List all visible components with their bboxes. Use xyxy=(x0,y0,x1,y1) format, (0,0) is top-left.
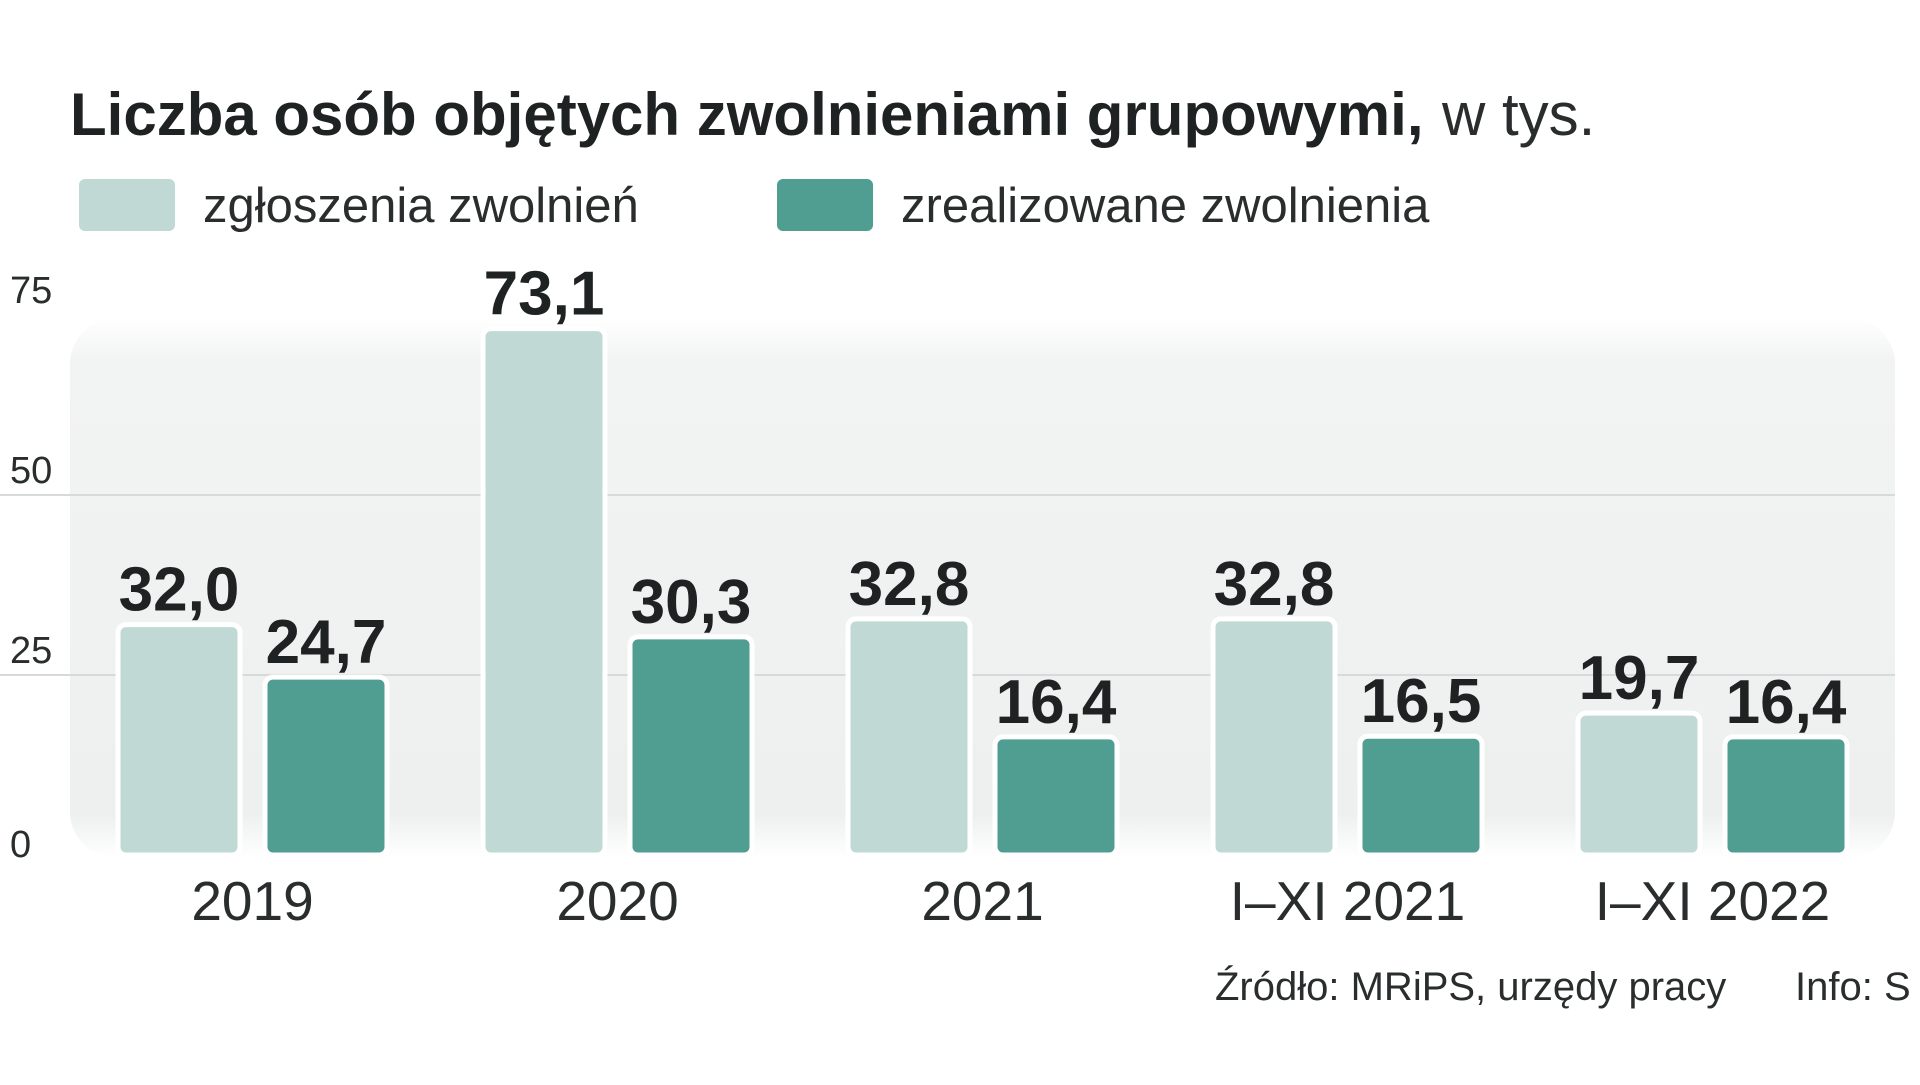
category-label-2: 2021 xyxy=(921,870,1043,932)
y-axis-ticks: 0 25 50 75 xyxy=(10,270,52,866)
y-tick-label: 75 xyxy=(10,270,52,312)
value-label-zrealizowane-0: 24,7 xyxy=(266,608,387,677)
legend: zgłoszenia zwolnień zrealizowane zwolnie… xyxy=(75,175,1430,235)
bar-zgloszenia-4 xyxy=(1575,710,1703,858)
source-note: Źródło: MRiPS, urzędy pracy xyxy=(1215,964,1726,1009)
bars xyxy=(115,326,1850,858)
value-label-zgloszenia-1: 73,1 xyxy=(484,260,605,329)
bar-zgloszenia-2 xyxy=(845,616,973,858)
chart-title-unit: w tys. xyxy=(1441,81,1595,148)
value-label-zgloszenia-4: 19,7 xyxy=(1579,644,1700,713)
legend-swatch-zgloszenia xyxy=(75,175,179,235)
value-label-zrealizowane-3: 16,5 xyxy=(1361,667,1482,736)
value-labels: 32,0 24,7 73,1 30,3 32,8 16,4 32,8 16,5 19,7 16,4 xyxy=(119,260,1847,737)
bar-zrealizowane-4 xyxy=(1722,734,1850,858)
bar-zrealizowane-2 xyxy=(992,734,1120,858)
value-label-zgloszenia-0: 32,0 xyxy=(119,556,240,625)
y-tick-label: 25 xyxy=(10,630,52,672)
value-label-zrealizowane-4: 16,4 xyxy=(1726,668,1847,737)
category-label-4: I–XI 2022 xyxy=(1595,870,1830,932)
y-tick-label: 0 xyxy=(10,824,31,866)
legend-swatch-zrealizowane xyxy=(773,175,877,235)
value-label-zgloszenia-2: 32,8 xyxy=(849,550,970,619)
y-tick-label: 50 xyxy=(10,450,52,492)
category-labels: 2019 2020 2021 I–XI 2021 I–XI 2022 xyxy=(191,870,1830,932)
category-label-1: 2020 xyxy=(556,870,678,932)
chart-title-bold: Liczba osób objętych zwolnieniami grupow… xyxy=(70,81,1424,148)
bar-zgloszenia-1 xyxy=(480,326,608,858)
value-label-zgloszenia-3: 32,8 xyxy=(1214,550,1335,619)
value-label-zrealizowane-1: 30,3 xyxy=(631,568,752,637)
legend-label-zgloszenia: zgłoszenia zwolnień xyxy=(203,179,639,233)
info-note: Info: S xyxy=(1795,965,1911,1009)
legend-label-zrealizowane: zrealizowane zwolnienia xyxy=(901,179,1430,233)
bar-zrealizowane-1 xyxy=(627,634,755,858)
bar-zgloszenia-3 xyxy=(1210,616,1338,858)
chart-title: Liczba osób objętych zwolnieniami grupow… xyxy=(70,81,1595,148)
value-label-zrealizowane-2: 16,4 xyxy=(996,668,1117,737)
bar-zrealizowane-0 xyxy=(262,674,390,858)
category-label-0: 2019 xyxy=(191,870,313,932)
category-label-3: I–XI 2021 xyxy=(1230,870,1465,932)
bar-zgloszenia-0 xyxy=(115,622,243,858)
bar-zrealizowane-3 xyxy=(1357,733,1485,858)
